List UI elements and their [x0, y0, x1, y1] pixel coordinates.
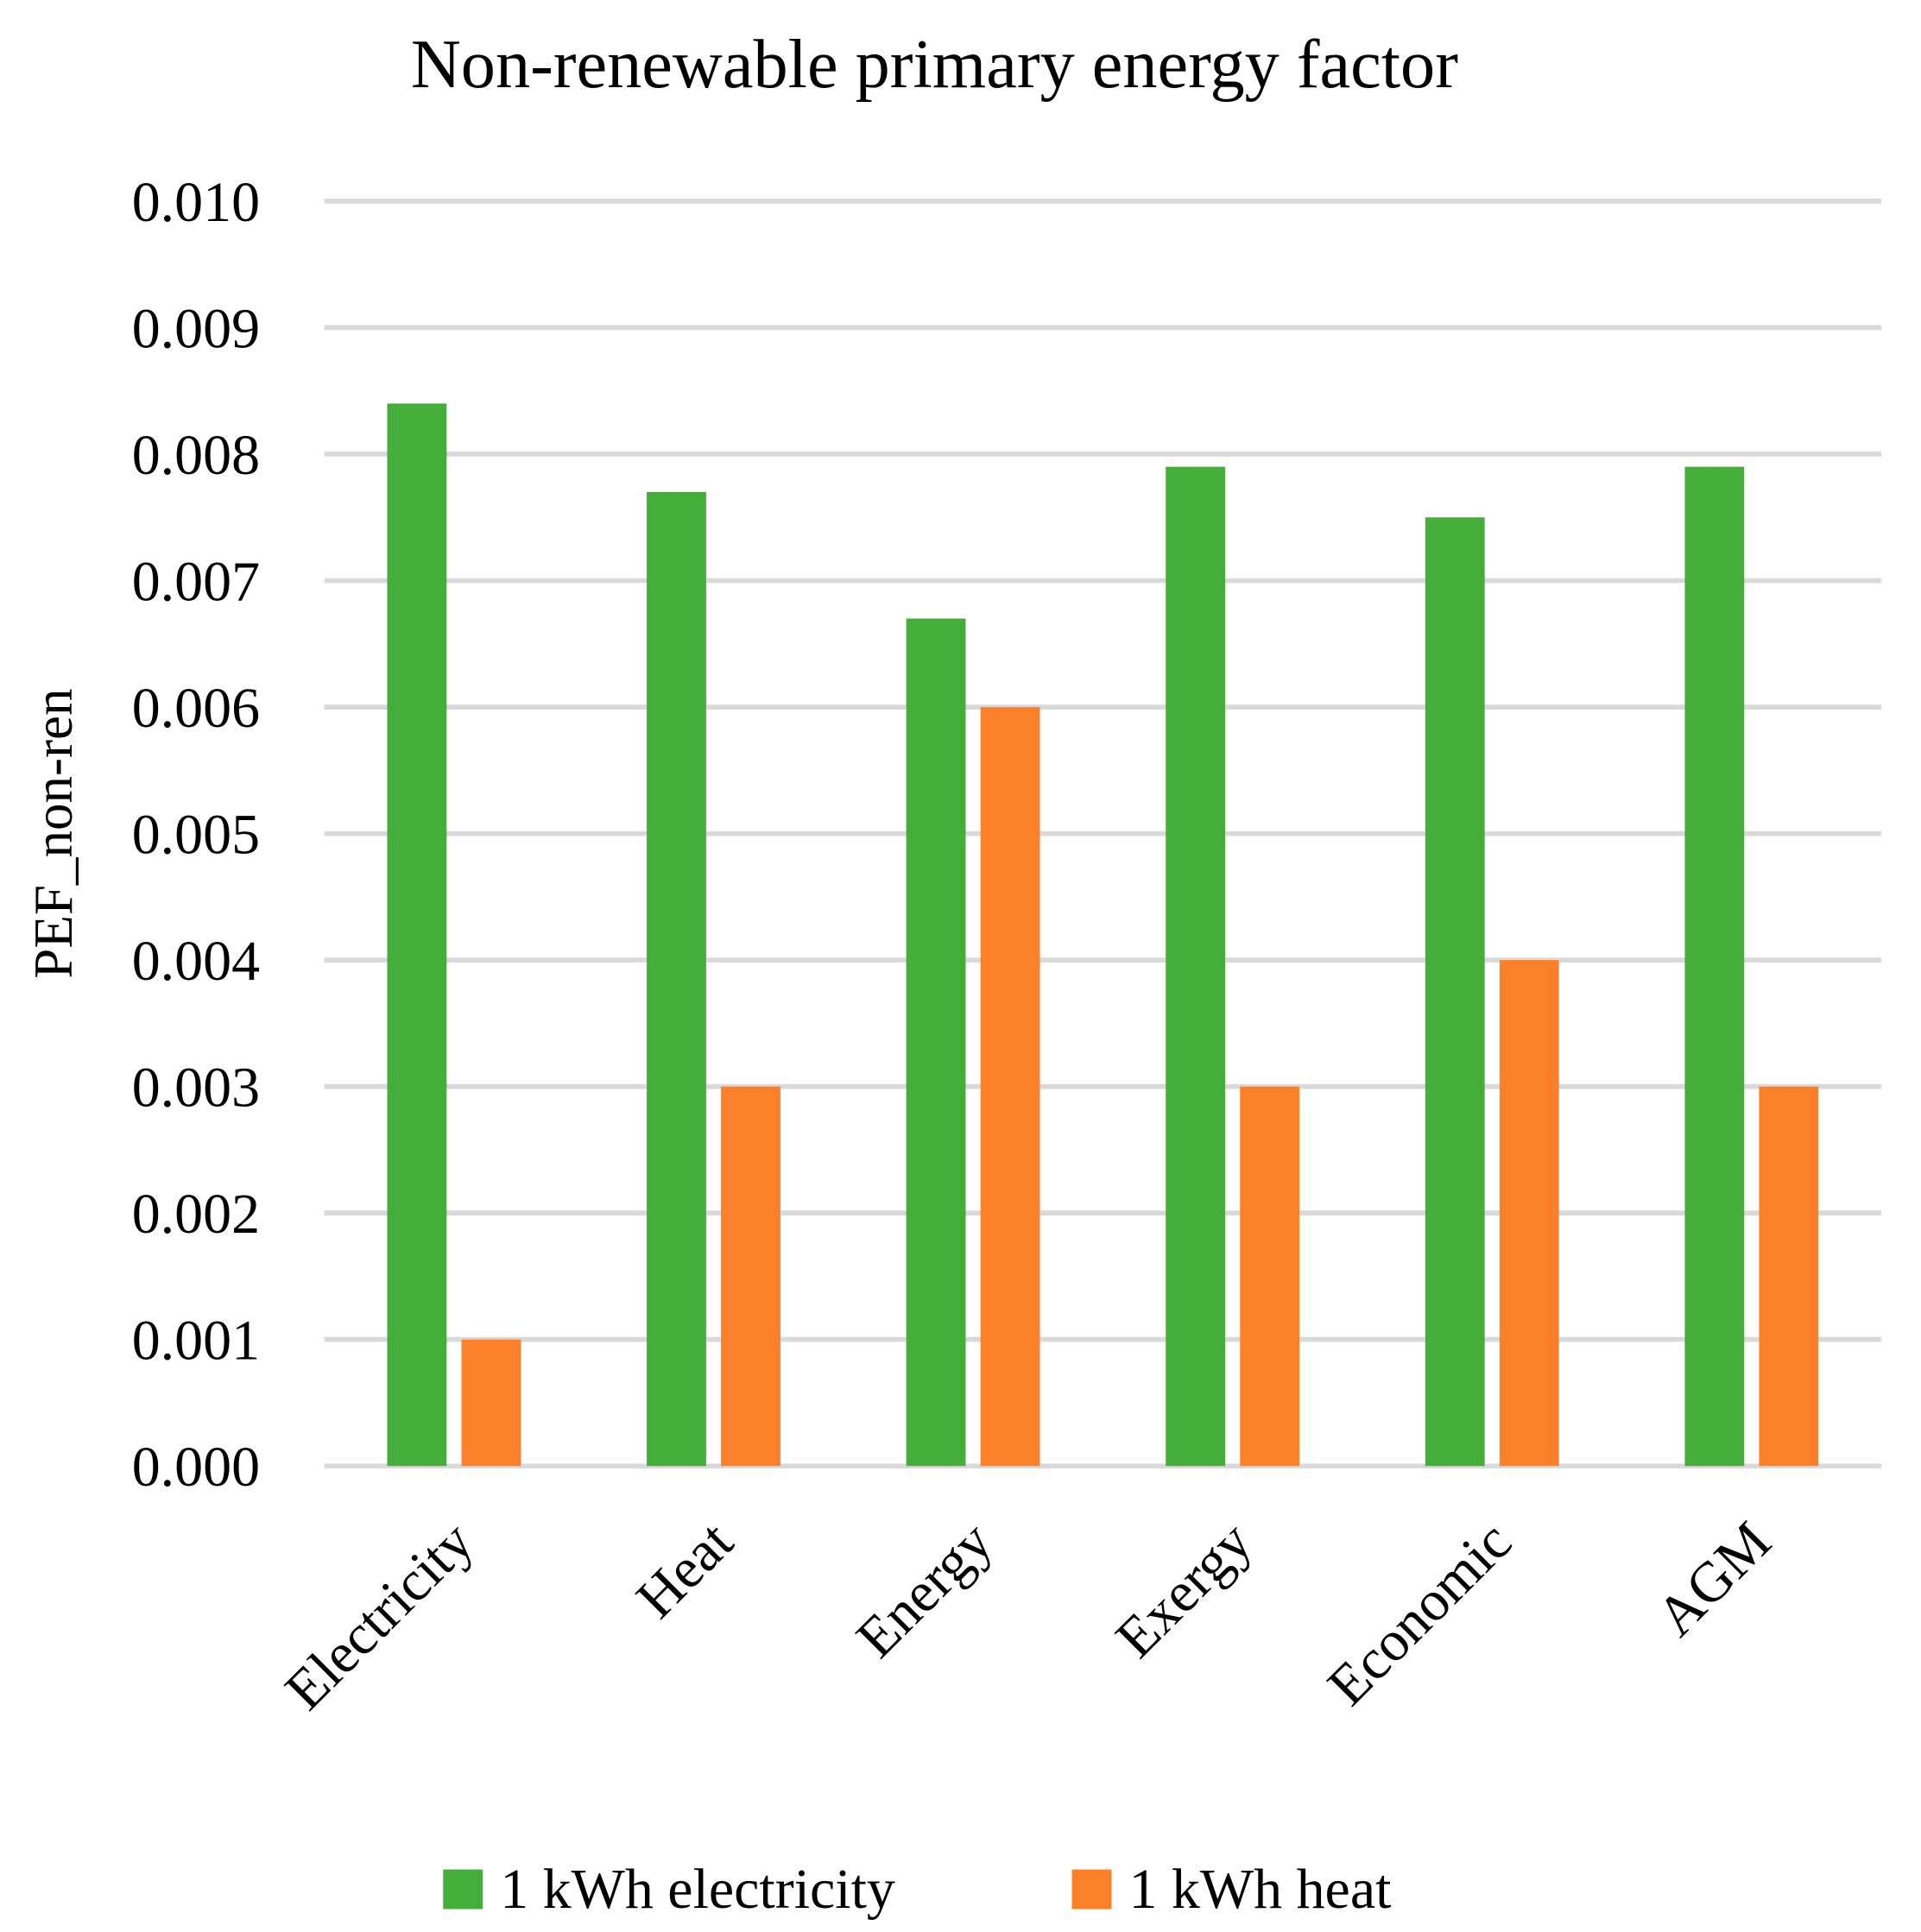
legend-swatch — [443, 1869, 483, 1910]
x-tick-label: AGM — [1645, 1510, 1783, 1648]
bar-exergy-electricity — [1166, 466, 1226, 1467]
y-tick-label: 0.008 — [132, 424, 260, 487]
x-tick-label: Heat — [624, 1510, 745, 1631]
y-tick-label: 0.002 — [132, 1183, 260, 1246]
legend-label: 1 kWh heat — [1128, 1858, 1391, 1921]
chart-title: Non-renewable primary energy factor — [411, 26, 1458, 103]
bar-agm-electricity — [1684, 466, 1745, 1467]
gridlines — [324, 199, 1882, 1469]
bars — [387, 403, 1819, 1467]
legend: 1 kWh electricity 1 kWh heat — [443, 1858, 1391, 1921]
x-tick-label: Economic — [1316, 1510, 1524, 1718]
bar-energy-heat — [980, 707, 1040, 1467]
y-tick-label: 0.009 — [132, 297, 260, 360]
bar-energy-electricity — [906, 618, 966, 1467]
x-tick-label: Electricity — [274, 1510, 486, 1722]
bar-agm-heat — [1759, 1086, 1819, 1467]
bar-electricity-electricity — [387, 403, 447, 1467]
y-axis-label: PEF_non-ren — [23, 688, 84, 978]
y-tick-label: 0.010 — [132, 171, 260, 234]
bar-exergy-heat — [1240, 1086, 1300, 1467]
x-tick-labels: Electricity Heat Energy Exergy Economic AGM — [274, 1510, 1784, 1722]
y-tick-label: 0.000 — [132, 1436, 260, 1499]
y-tick-labels: 0.000 0.001 0.002 0.003 0.004 0.005 0.006 0.007… — [132, 171, 260, 1499]
y-tick-label: 0.005 — [132, 804, 260, 867]
bar-heat-electricity — [647, 492, 706, 1467]
x-tick-label: Energy — [844, 1510, 1004, 1670]
y-tick-label: 0.004 — [132, 930, 260, 993]
y-tick-label: 0.001 — [132, 1310, 260, 1373]
y-tick-label: 0.006 — [132, 677, 260, 740]
y-tick-label: 0.003 — [132, 1057, 260, 1120]
bar-heat-heat — [721, 1086, 780, 1467]
x-tick-label: Exergy — [1104, 1510, 1264, 1670]
bar-economic-electricity — [1425, 517, 1485, 1467]
legend-label: 1 kWh electricity — [500, 1858, 895, 1921]
bar-economic-heat — [1499, 960, 1559, 1467]
legend-swatch — [1071, 1869, 1112, 1910]
bar-electricity-heat — [461, 1339, 521, 1467]
y-tick-label: 0.007 — [132, 551, 260, 614]
